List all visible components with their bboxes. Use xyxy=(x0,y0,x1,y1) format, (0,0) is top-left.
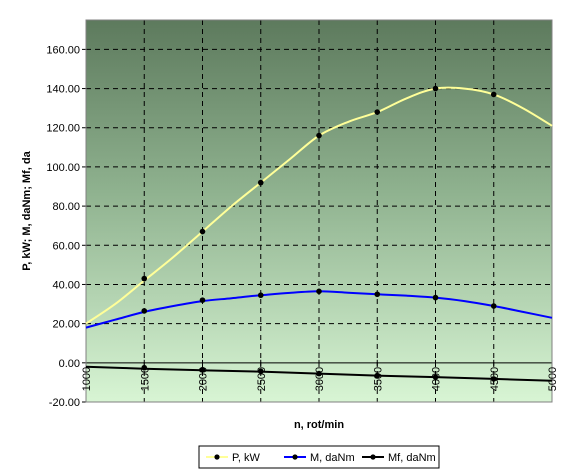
legend-item-power: P, kW xyxy=(206,452,261,464)
x-tick-label: 1000 xyxy=(81,367,93,391)
legend-label-friction-torque: Mf, daNm xyxy=(388,452,436,464)
data-point-torque xyxy=(316,288,322,295)
data-point-torque xyxy=(199,297,206,303)
x-tick-label: 5000 xyxy=(547,367,559,391)
y-tick-label: 0.00 xyxy=(59,358,80,370)
data-point-torque xyxy=(257,292,264,299)
legend-label-torque: M, daNm xyxy=(310,452,355,464)
x-tick-label: 3000 xyxy=(314,367,326,391)
y-tick-label: 160.00 xyxy=(46,44,80,56)
legend-item-friction-torque: Mf, daNm xyxy=(362,452,436,464)
y-tick-label: 120.00 xyxy=(46,123,80,135)
data-point-torque xyxy=(432,294,439,301)
x-tick-label: 1500 xyxy=(139,367,151,391)
x-tick-label: 4000 xyxy=(431,367,443,391)
data-point-friction-torque xyxy=(141,364,148,371)
x-tick-label: 3500 xyxy=(372,367,384,391)
series-power xyxy=(85,85,553,325)
legend-marker-power xyxy=(214,454,220,460)
legend: P, kW M, daNm Mf, daNm xyxy=(198,445,440,469)
x-axis-title: n, rot/min xyxy=(294,419,344,431)
plot-border xyxy=(85,19,553,403)
y-axis-title: P, kW; M, daNm; Mf, da xyxy=(21,150,33,270)
x-tick-label: 4500 xyxy=(489,367,501,391)
y-tick-labels: -20.00 0.00 20.00 40.00 60.00 80.00 100.00 120.… xyxy=(46,44,80,409)
data-point-friction-torque xyxy=(257,368,264,375)
legend-item-torque: M, daNm xyxy=(284,452,355,464)
y-tick-label: -20.00 xyxy=(49,397,80,409)
series-torque xyxy=(85,288,553,329)
series-layer xyxy=(85,85,553,382)
data-point-friction-torque xyxy=(432,374,439,380)
data-point-power xyxy=(141,275,148,282)
data-point-power xyxy=(257,179,264,186)
data-point-power xyxy=(374,109,381,115)
data-point-torque xyxy=(374,291,381,298)
data-point-friction-torque xyxy=(316,370,322,377)
legend-items: P, kW M, daNm Mf, daNm xyxy=(206,452,436,464)
data-point-friction-torque xyxy=(374,372,381,379)
y-tick-label: 140.00 xyxy=(46,84,80,96)
data-point-friction-torque xyxy=(199,366,206,373)
y-tick-label: 20.00 xyxy=(52,319,80,331)
data-point-power xyxy=(316,132,322,139)
legend-marker-torque xyxy=(292,454,298,460)
data-point-friction-torque xyxy=(490,376,497,382)
x-tick-label: 2000 xyxy=(198,367,210,391)
y-tick-label: 80.00 xyxy=(52,201,80,213)
data-point-power xyxy=(490,91,497,98)
legend-label-power: P, kW xyxy=(232,452,261,464)
legend-marker-friction-torque xyxy=(370,454,376,460)
series-friction-torque xyxy=(85,364,553,382)
y-tick-label: 60.00 xyxy=(52,240,80,252)
x-tick-labels: 1000 1500 2000 2500 3000 3500 4000 4500 5000 xyxy=(81,367,559,391)
data-point-torque xyxy=(490,303,497,309)
data-point-power xyxy=(199,228,206,235)
legend-box xyxy=(198,445,440,469)
x-tick-label: 2500 xyxy=(256,367,268,391)
data-point-power xyxy=(432,85,439,92)
data-point-torque xyxy=(141,308,148,314)
y-tick-label: 100.00 xyxy=(46,162,80,174)
y-tick-label: 40.00 xyxy=(52,279,80,291)
